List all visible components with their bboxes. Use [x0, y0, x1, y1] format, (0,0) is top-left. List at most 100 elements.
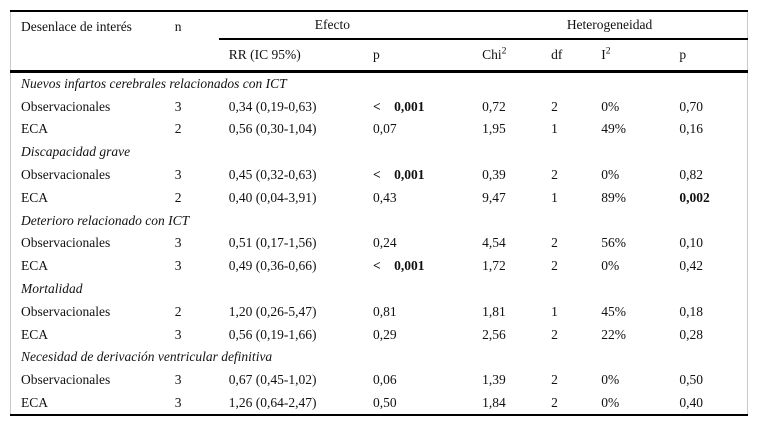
outcome-cell: ECA	[21, 189, 48, 205]
outcome-cell: Observacionales	[21, 98, 111, 114]
p-effect-cell: 0,29	[372, 326, 397, 342]
effect-group-header: Efecto	[218, 11, 483, 40]
table-row: Observacionales 3 0,67 (0,45-1,02) 0,06 …	[11, 369, 748, 392]
outcome-cell: Observacionales	[21, 235, 111, 251]
chi2-cell: 0,72	[482, 98, 506, 114]
i2-cell: 22%	[601, 326, 626, 342]
p-effect-cell: < 0,001	[372, 98, 425, 114]
i2-cell: 49%	[601, 121, 626, 137]
n-cell: 3	[174, 395, 182, 411]
i2-cell: 0%	[601, 372, 620, 388]
p-effect-cell: 0,07	[372, 121, 397, 137]
rr-cell: 0,45 (0,32-0,63)	[228, 167, 317, 183]
n-column-header: n	[170, 11, 219, 73]
rr-cell: 0,67 (0,45-1,02)	[228, 372, 317, 388]
rr-cell: 0,40 (0,04-3,91)	[228, 189, 317, 205]
table-row: Observacionales 2 1,20 (0,26-5,47) 0,81 …	[11, 300, 748, 323]
heterogeneity-group-header: Heterogeneidad	[482, 11, 748, 40]
table-row: Observacionales 3 0,45 (0,32-0,63) < 0,0…	[11, 164, 748, 187]
table-row: ECA 3 0,49 (0,36-0,66) < 0,001 1,72 2 0%…	[11, 255, 748, 278]
outcome-cell: ECA	[21, 258, 48, 274]
p-effect-cell: 0,24	[372, 235, 397, 251]
i2-cell: 45%	[601, 303, 626, 319]
chi2-cell: 9,47	[482, 189, 506, 205]
rr-cell: 0,51 (0,17-1,56)	[228, 235, 317, 251]
table-row: Observacionales 3 0,51 (0,17-1,56) 0,24 …	[11, 232, 748, 255]
chi2-cell: 2,56	[482, 326, 506, 342]
p-effect-cell: < 0,001	[372, 258, 425, 274]
rr-cell: 0,56 (0,30-1,04)	[228, 121, 317, 137]
rr-cell: 1,20 (0,26-5,47)	[228, 303, 317, 319]
table-row: ECA 3 0,56 (0,19-1,66) 0,29 2,56 2 22% 0…	[11, 323, 748, 346]
p-effect-cell: < 0,001	[372, 167, 425, 183]
p-effect-cell: 0,43	[372, 189, 397, 205]
section-title: Necesidad de derivación ventricular defi…	[21, 349, 273, 365]
chi2-header-base: Chi	[482, 46, 502, 62]
p-het-cell: 0,40	[679, 395, 703, 411]
p-effect-cell: 0,06	[372, 372, 397, 388]
n-cell: 3	[174, 326, 182, 342]
chi2-cell: 0,39	[482, 167, 506, 183]
section-title-row: Necesidad de derivación ventricular defi…	[11, 346, 748, 369]
df-column-header: df	[551, 39, 600, 73]
p-het-cell: 0,10	[679, 235, 703, 251]
section-title-row: Discapacidad grave	[11, 141, 748, 164]
p-het-cell: 0,16	[679, 121, 703, 137]
table-row: Observacionales 3 0,34 (0,19-0,63) < 0,0…	[11, 95, 748, 118]
rr-cell: 1,26 (0,64-2,47)	[228, 395, 317, 411]
i2-cell: 56%	[601, 235, 626, 251]
p-het-column-header: p	[677, 39, 748, 73]
chi2-cell: 1,84	[482, 395, 506, 411]
df-cell: 2	[551, 98, 558, 114]
p-het-cell: 0,42	[679, 258, 703, 274]
section-title: Discapacidad grave	[21, 144, 131, 160]
n-cell: 3	[174, 258, 182, 274]
i2-cell: 0%	[601, 395, 620, 411]
df-cell: 2	[551, 167, 558, 183]
n-cell: 3	[174, 98, 182, 114]
n-cell: 2	[174, 189, 182, 205]
p-effect-cell: 0,50	[372, 395, 397, 411]
outcome-column-header: Desenlace de interés	[10, 11, 171, 73]
df-cell: 1	[551, 189, 558, 205]
n-cell: 3	[174, 235, 182, 251]
i2-header-base: I	[601, 46, 606, 62]
i2-cell: 0%	[601, 98, 620, 114]
df-cell: 2	[551, 372, 558, 388]
header-row-groups: Desenlace de interés n Efecto Heterogene…	[10, 11, 748, 73]
chi2-cell: 1,72	[482, 258, 506, 274]
p-effect-column-header: p	[370, 39, 483, 73]
p-het-cell: 0,70	[679, 98, 703, 114]
header-row-subcolumns: RR (IC 95%) p Chi2 df I2 p	[11, 39, 748, 73]
i2-cell: 0%	[601, 167, 620, 183]
table-row: ECA 3 1,26 (0,64-2,47) 0,50 1,84 2 0% 0,…	[11, 392, 748, 416]
df-cell: 2	[551, 235, 558, 251]
p-het-cell: 0,28	[679, 326, 703, 342]
df-cell: 1	[551, 121, 558, 137]
section-title-row: Mortalidad	[11, 278, 748, 301]
chi2-cell: 4,54	[482, 235, 506, 251]
outcome-cell: Observacionales	[21, 372, 111, 388]
p-het-cell: 0,002	[679, 189, 710, 205]
i2-cell: 0%	[601, 258, 620, 274]
rr-column-header: RR (IC 95%)	[218, 39, 371, 73]
n-cell: 2	[174, 303, 182, 319]
n-cell: 2	[174, 121, 182, 137]
section-title-row: Nuevos infartos cerebrales relacionados …	[11, 71, 748, 95]
df-cell: 1	[551, 303, 558, 319]
n-cell: 3	[174, 167, 182, 183]
df-cell: 2	[551, 258, 558, 274]
section-title: Nuevos infartos cerebrales relacionados …	[21, 75, 287, 91]
section-title: Mortalidad	[21, 281, 83, 297]
rr-cell: 0,56 (0,19-1,66)	[228, 326, 317, 342]
p-het-cell: 0,18	[679, 303, 703, 319]
i2-header-sup: 2	[605, 45, 611, 57]
chi2-column-header: Chi2	[482, 39, 552, 73]
outcome-cell: Observacionales	[21, 167, 111, 183]
df-cell: 2	[551, 395, 558, 411]
chi2-header-sup: 2	[501, 45, 507, 57]
outcome-cell: ECA	[21, 121, 48, 137]
chi2-cell: 1,39	[482, 372, 506, 388]
rr-cell: 0,49 (0,36-0,66)	[228, 258, 317, 274]
